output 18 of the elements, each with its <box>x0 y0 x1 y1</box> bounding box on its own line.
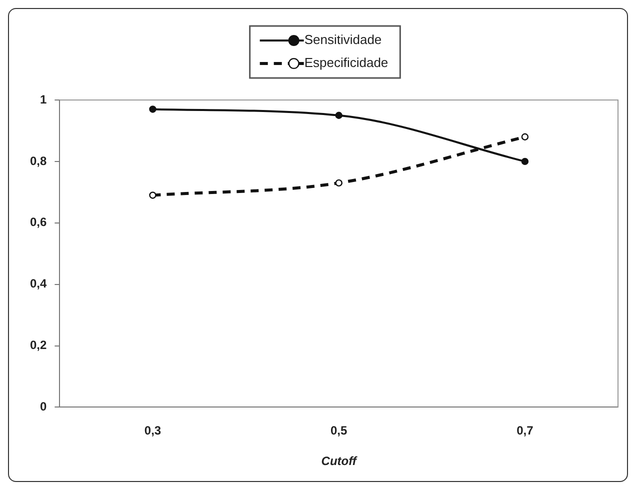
y-tick-label: 0,2 <box>30 338 47 352</box>
legend-label: Especificidade <box>304 55 388 70</box>
y-tick-label: 1 <box>40 92 47 106</box>
point <box>149 106 156 113</box>
y-tick-label: 0 <box>40 400 47 414</box>
point <box>521 133 529 140</box>
point <box>521 158 529 166</box>
x-tick-label: 0,5 <box>330 424 348 438</box>
point <box>335 112 342 119</box>
x-tick-label: 0,3 <box>144 424 162 438</box>
y-tick-label: 0,4 <box>30 276 47 291</box>
point <box>149 192 156 199</box>
point <box>335 179 342 187</box>
legend-label: Sensitividade <box>304 32 382 48</box>
x-axis-title: Cutoff <box>321 454 358 468</box>
y-tick-label: 0,6 <box>30 215 47 230</box>
x-tick-label: 0,7 <box>516 424 534 438</box>
y-tick-label: 0,8 <box>30 154 47 168</box>
